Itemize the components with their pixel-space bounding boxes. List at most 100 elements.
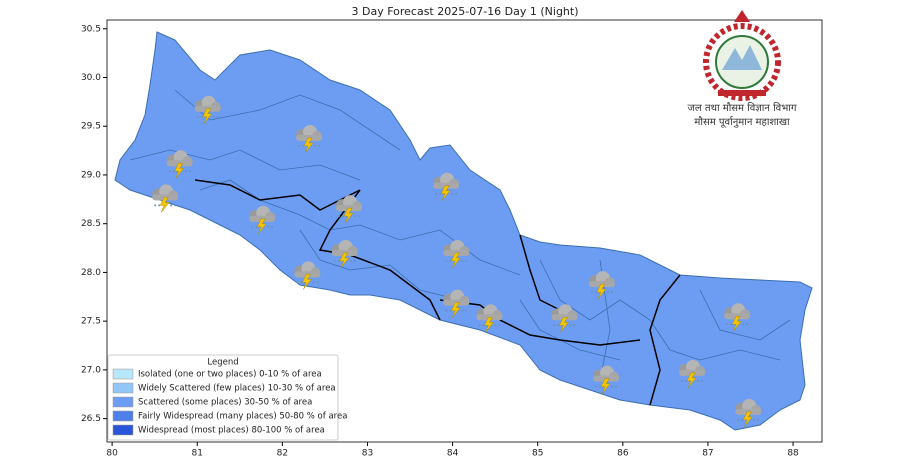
y-tick-label: 28.5 bbox=[81, 219, 101, 229]
y-tick-label: 26.5 bbox=[81, 414, 101, 424]
rain-drop bbox=[316, 281, 319, 284]
weather-icon bbox=[296, 124, 323, 154]
rain-drop bbox=[158, 204, 161, 207]
x-tick-label: 80 bbox=[106, 449, 118, 459]
weather-icon bbox=[443, 239, 470, 269]
lightning bbox=[450, 252, 461, 269]
rain-drop bbox=[255, 225, 258, 228]
legend: Legend Isolated (one or two places) 0-10… bbox=[107, 354, 347, 441]
rain-drop bbox=[757, 418, 760, 421]
rain-drop bbox=[482, 324, 485, 327]
weather-icon bbox=[476, 304, 503, 333]
legend-title: Legend bbox=[207, 358, 238, 368]
rain-drop bbox=[314, 144, 317, 147]
weather-icon bbox=[593, 365, 620, 394]
logo-line2: मौसम पूर्वानुमान महाशाखा bbox=[694, 116, 790, 128]
rain-drop bbox=[701, 379, 704, 382]
lightning bbox=[339, 252, 350, 269]
rain-drop bbox=[478, 324, 481, 327]
rain-drop bbox=[569, 324, 572, 327]
weather-icon bbox=[724, 303, 751, 332]
rain-drop bbox=[354, 215, 357, 218]
weather-icon bbox=[249, 205, 276, 234]
x-tick-label: 84 bbox=[447, 449, 459, 459]
rain-drop bbox=[267, 225, 270, 228]
y-tick-label: 29.0 bbox=[81, 170, 101, 180]
rain-drop bbox=[599, 385, 602, 388]
country-outline bbox=[114, 31, 813, 431]
rain-drop bbox=[296, 281, 299, 284]
lightning bbox=[731, 316, 742, 332]
lightning bbox=[174, 163, 185, 179]
rain-drop bbox=[312, 281, 315, 284]
y-tick-label: 27.0 bbox=[81, 365, 101, 375]
legend-swatch bbox=[112, 382, 134, 394]
weather-icon bbox=[443, 289, 470, 318]
rain-drop bbox=[449, 259, 452, 262]
lightning bbox=[742, 411, 753, 427]
legend-label: Widely Scattered (few places) 10-30 % of… bbox=[138, 384, 336, 394]
x-tick-label: 88 bbox=[787, 449, 799, 459]
rain-drop bbox=[337, 259, 340, 262]
legend-swatch bbox=[112, 368, 134, 380]
rain-drop bbox=[188, 170, 191, 173]
lightning bbox=[686, 372, 697, 388]
weather-icon bbox=[551, 304, 578, 333]
map-title: 3 Day Forecast 2025-07-16 Day 1 (Night) bbox=[351, 5, 578, 18]
weather-icon bbox=[433, 172, 460, 201]
rain-drop bbox=[455, 192, 458, 195]
weather-icon bbox=[294, 261, 321, 290]
lightning bbox=[202, 108, 213, 124]
y-tick-label: 30.0 bbox=[81, 73, 101, 83]
rain-drop bbox=[445, 259, 448, 262]
rain-drop bbox=[737, 418, 740, 421]
rain-drop bbox=[746, 323, 749, 326]
x-tick-label: 82 bbox=[277, 449, 288, 459]
x-tick-label: 81 bbox=[191, 449, 202, 459]
rain-drop bbox=[611, 385, 614, 388]
rain-drop bbox=[196, 115, 199, 118]
rain-drop bbox=[595, 385, 598, 388]
lightning bbox=[558, 317, 569, 333]
rain-drop bbox=[302, 144, 305, 147]
rain-drop bbox=[726, 323, 729, 326]
rain-drop bbox=[557, 324, 560, 327]
legend-label: Scattered (some places) 30-50 % of area bbox=[138, 398, 312, 408]
lightning bbox=[256, 218, 267, 234]
weather-icon bbox=[194, 95, 221, 124]
rain-drop bbox=[697, 379, 700, 382]
rain-drop bbox=[200, 115, 203, 118]
legend-swatch bbox=[112, 396, 134, 408]
rain-drop bbox=[174, 204, 177, 207]
rain-drop bbox=[342, 215, 345, 218]
emblem bbox=[703, 10, 781, 101]
rain-drop bbox=[594, 291, 597, 294]
x-tick-label: 83 bbox=[362, 449, 373, 459]
x-tick-label: 87 bbox=[702, 449, 713, 459]
lightning bbox=[159, 197, 170, 213]
plot-frame bbox=[106, 19, 823, 443]
rain-drop bbox=[553, 324, 556, 327]
rain-drop bbox=[451, 192, 454, 195]
logo-line1: जल तथा मौसम विज्ञान विभाग bbox=[687, 102, 796, 114]
rain-drop bbox=[465, 259, 468, 262]
rain-drop bbox=[573, 324, 576, 327]
legend-label: Widespread (most places) 80-100 % of are… bbox=[138, 426, 325, 436]
lightning bbox=[343, 207, 354, 224]
rain-drop bbox=[338, 215, 341, 218]
lightning bbox=[596, 283, 607, 300]
rain-drop bbox=[681, 379, 684, 382]
weather-icon bbox=[331, 239, 358, 269]
rain-drop bbox=[170, 204, 173, 207]
rain-drop bbox=[439, 192, 442, 195]
rain-drop bbox=[435, 192, 438, 195]
rain-drop bbox=[742, 323, 745, 326]
legend-label: Isolated (one or two places) 0-10 % of a… bbox=[138, 370, 322, 380]
rain-drop bbox=[168, 170, 171, 173]
rain-drop bbox=[333, 259, 336, 262]
legend-swatch bbox=[112, 410, 134, 422]
rain-drop bbox=[353, 259, 356, 262]
rain-drop bbox=[449, 309, 452, 312]
x-tick-label: 85 bbox=[532, 449, 543, 459]
